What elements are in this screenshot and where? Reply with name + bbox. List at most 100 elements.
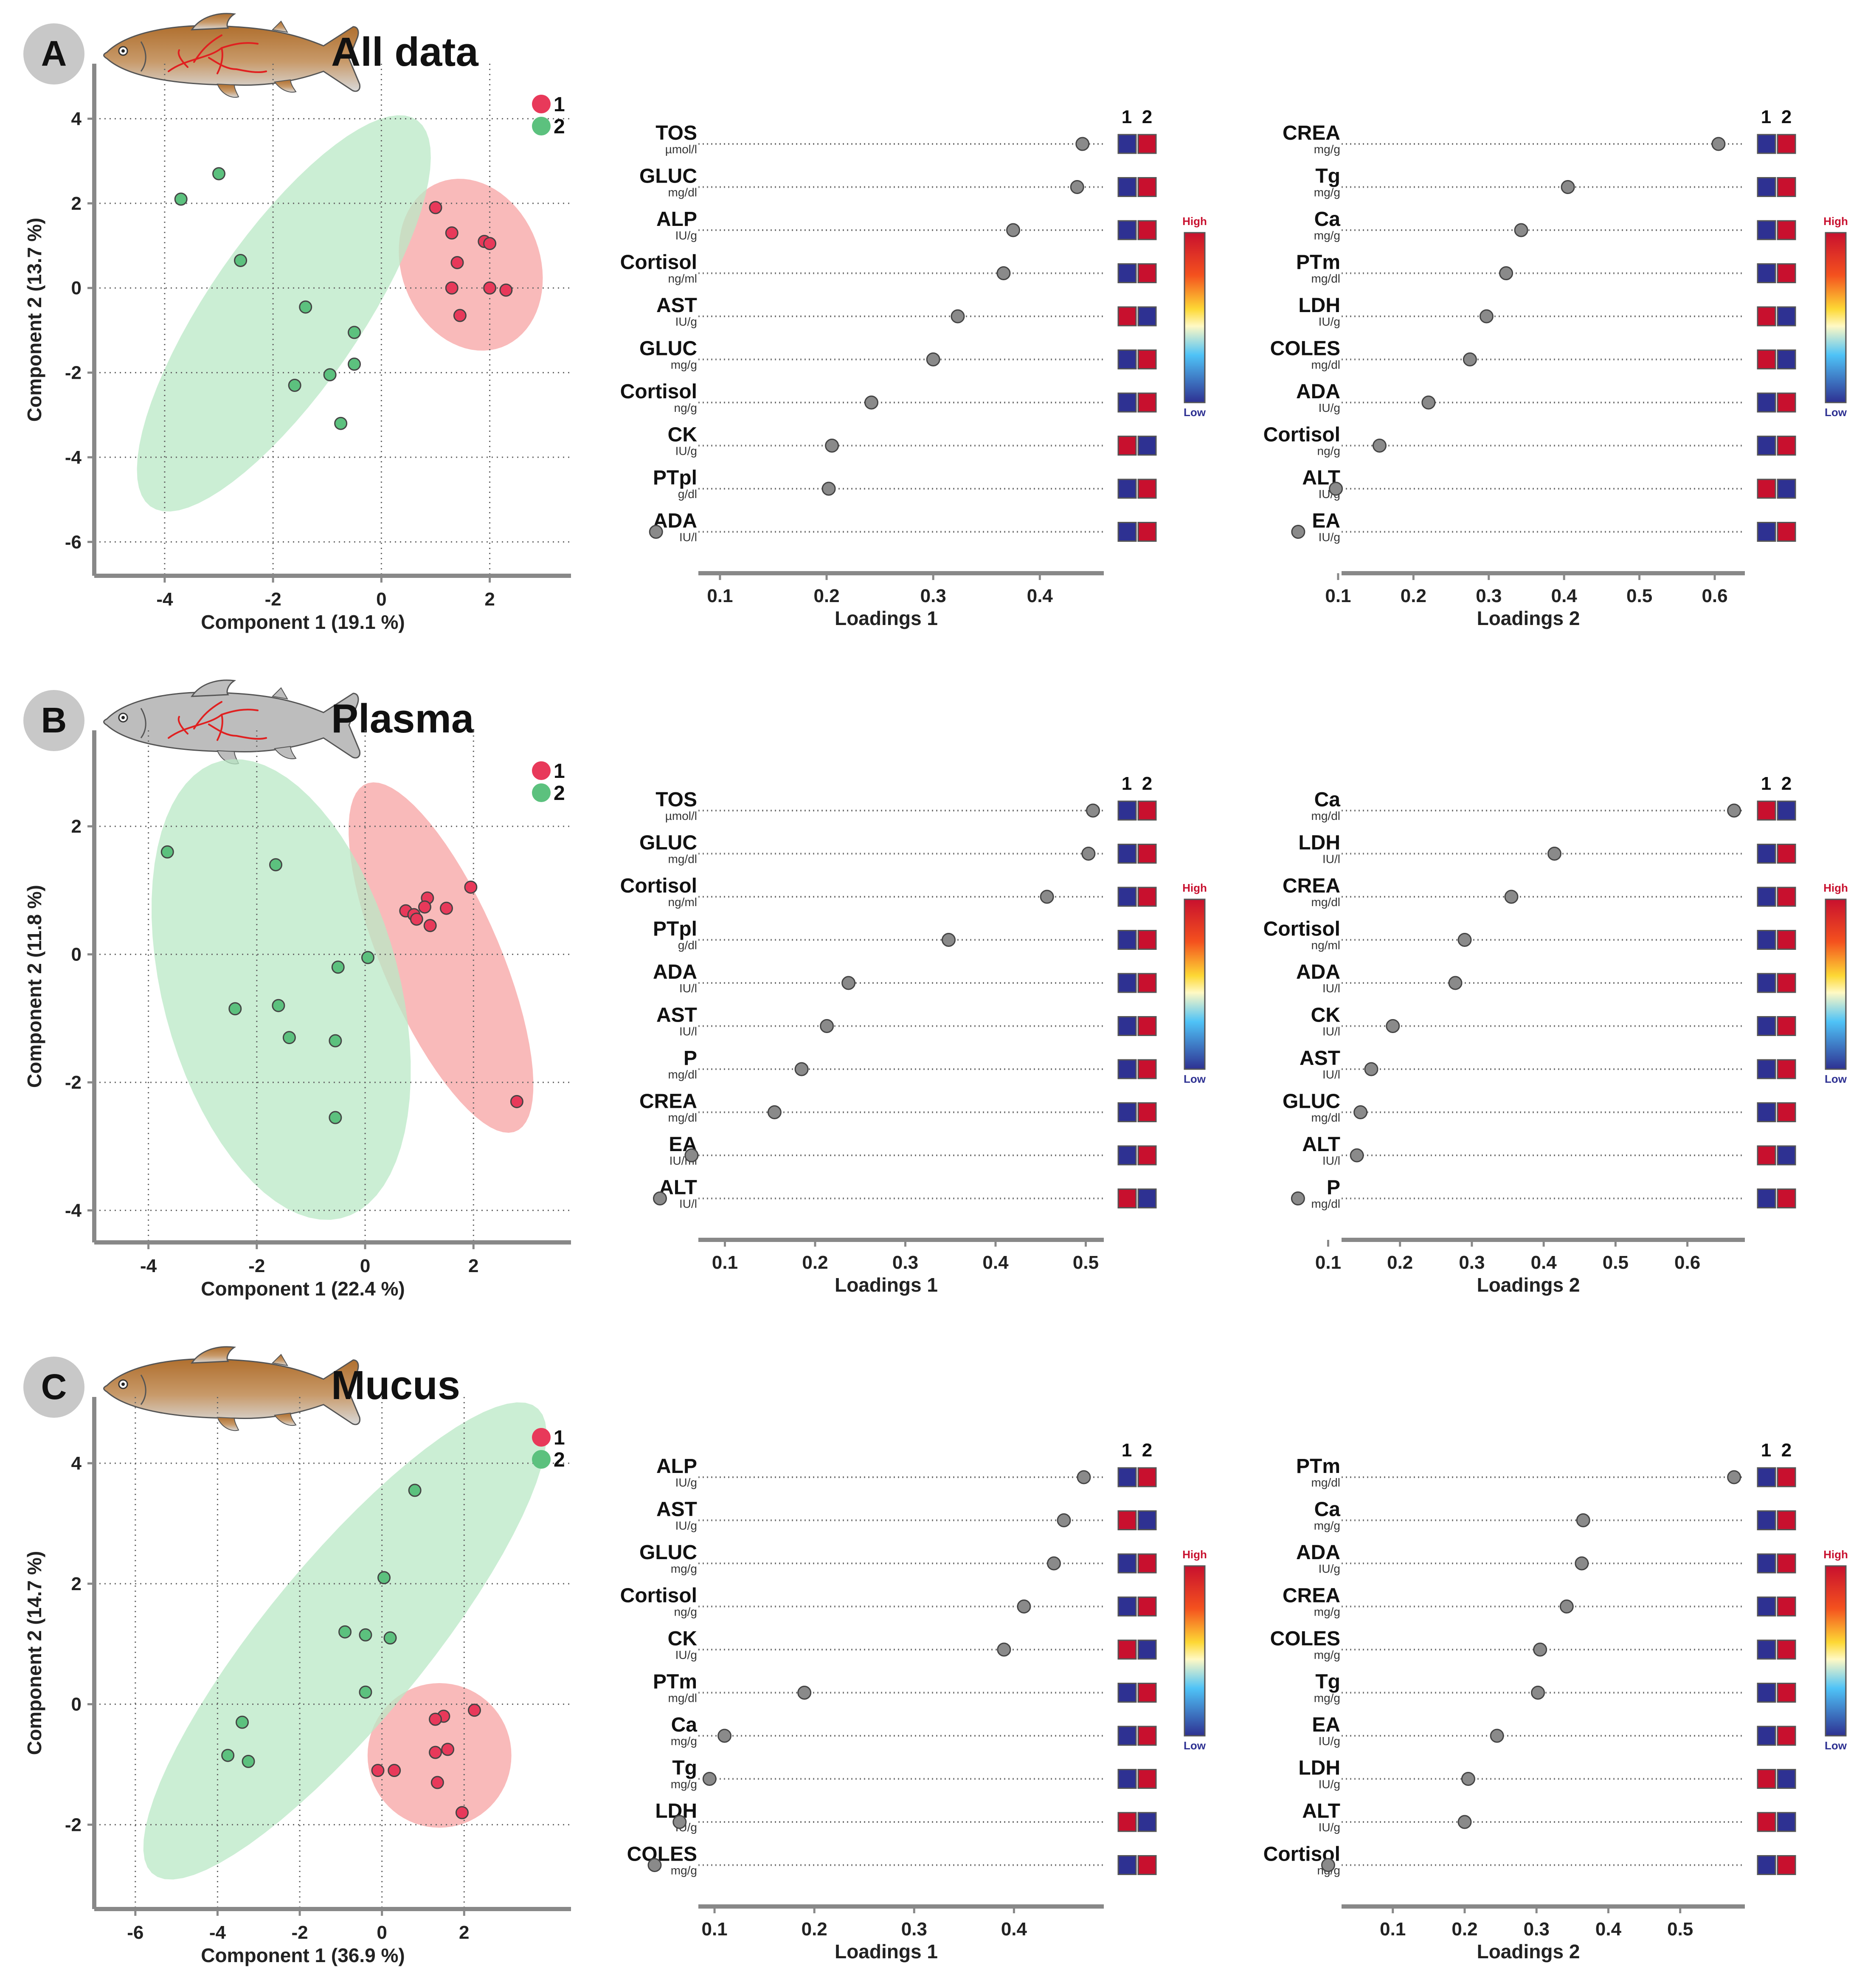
variable-unit: IU/l — [679, 1197, 697, 1211]
heatmap-cell-group-2 — [1777, 844, 1796, 864]
loading-point — [649, 525, 663, 539]
loading-point — [1547, 847, 1562, 861]
loading-point — [1321, 1858, 1335, 1872]
x-tick-label: 0.3 — [1459, 1252, 1485, 1273]
variable-unit: IU/g — [1319, 401, 1340, 414]
variable-name: AST — [1300, 1047, 1340, 1070]
heatmap-cell-group-2 — [1777, 220, 1796, 240]
heatmap-cell-group-2 — [1137, 263, 1157, 283]
heatmap-cell-group-2 — [1777, 349, 1796, 369]
gill-line — [140, 41, 146, 72]
data-point-group-1 — [455, 1806, 469, 1819]
x-tick-label: 0.3 — [1524, 1919, 1550, 1940]
loading-point — [1291, 525, 1305, 539]
heatmap-cell-group-2 — [1777, 1145, 1796, 1166]
variable-unit: mg/dl — [1311, 1476, 1340, 1489]
pelvic-fin — [217, 1416, 239, 1431]
loading-point — [1514, 223, 1528, 237]
heatmap-cell-group-1 — [1757, 306, 1776, 327]
heatmap-cell-group-1 — [1757, 1683, 1776, 1703]
variable-unit: mg/dl — [1311, 1197, 1340, 1211]
heatmap-cell-group-2 — [1777, 1102, 1796, 1122]
loadings-plot: 1 2TOSµmol/lGLUCmg/dlALPIU/gCortisolng/ml… — [620, 107, 1207, 629]
heatmap-cell-group-1 — [1117, 800, 1137, 821]
variable-unit: IU/g — [1319, 315, 1340, 328]
variable-unit: mg/dl — [668, 186, 697, 199]
heatmap-cell-group-1 — [1757, 263, 1776, 283]
heatmap-cell-group-2 — [1137, 973, 1157, 993]
heatmap-cell-group-2 — [1777, 930, 1796, 950]
loading-point — [1057, 1513, 1071, 1527]
loading-point — [1350, 1148, 1364, 1163]
heatmap-cell-group-2 — [1777, 887, 1796, 907]
data-point-group-2 — [221, 1749, 235, 1762]
x-axis-title: Loadings 1 — [835, 1940, 938, 1963]
variable-unit: mg/g — [671, 1864, 697, 1877]
x-tick-label: 0.5 — [1603, 1252, 1629, 1273]
variable-name: LDH — [1298, 1757, 1340, 1780]
variable-unit: mg/g — [1314, 1648, 1340, 1661]
heatmap-col-label-1: 1 — [1761, 1440, 1771, 1461]
loading-point — [1386, 1019, 1400, 1033]
x-tick-label: 0.2 — [802, 1252, 828, 1273]
variable-name: LDH — [1298, 294, 1340, 317]
x-tick-label: 0.2 — [802, 1919, 827, 1940]
legend-marker-group-1 — [532, 761, 551, 780]
loading-point — [767, 1105, 782, 1119]
heatmap-cell-group-1 — [1757, 1510, 1776, 1530]
heatmap-cell-group-1 — [1757, 522, 1776, 542]
anal-fin — [274, 746, 297, 759]
confidence-ellipse-group-2 — [152, 759, 411, 1220]
variable-name: EA — [1312, 1714, 1340, 1736]
scatter-plot: -4 -2 0 2 -4 -2 0 2 Component 1 (22.4 %) Componen… — [23, 730, 571, 1300]
variable-unit: IU/g — [1319, 1735, 1340, 1748]
heatmap-cell-group-2 — [1777, 1553, 1796, 1574]
data-point-group-2 — [323, 368, 337, 382]
loading-point — [1711, 137, 1726, 151]
heatmap-cell-group-2 — [1137, 1855, 1157, 1875]
heatmap-cell-group-1 — [1757, 1102, 1776, 1122]
variable-name: ALP — [656, 1455, 697, 1478]
variable-name: COLES — [1270, 1628, 1340, 1650]
loading-point — [864, 395, 879, 410]
loading-point — [1727, 803, 1741, 818]
x-tick-label: 0.2 — [1401, 586, 1426, 606]
fish-icon — [103, 13, 361, 98]
variable-unit: IU/l — [1322, 853, 1340, 866]
variable-unit: ng/ml — [668, 272, 697, 285]
variable-unit: IU/g — [675, 229, 697, 242]
heatmap-cell-group-1 — [1757, 392, 1776, 413]
loading-point — [672, 1815, 687, 1829]
y-axis-title: Component 2 (11.8 %) — [23, 885, 45, 1088]
data-point-group-1 — [423, 919, 437, 932]
colorbar-low-label: Low — [1825, 406, 1847, 419]
loading-point — [1533, 1642, 1547, 1657]
legend-label-group-1: 1 — [554, 760, 565, 783]
variable-unit: IU/g — [675, 1648, 697, 1661]
loading-point — [825, 439, 839, 453]
colorbar-high-label: High — [1823, 215, 1848, 228]
heatmap-cell-group-2 — [1777, 1510, 1796, 1530]
variable-name: GLUC — [1283, 1090, 1340, 1113]
x-tick-label: 0.6 — [1702, 586, 1727, 606]
x-tick-label: 0.4 — [1531, 1252, 1557, 1273]
y-tick-label: -4 — [65, 447, 82, 468]
y-tick-label: -2 — [65, 363, 82, 383]
variable-unit: mg/g — [1314, 186, 1340, 199]
x-tick-label: 0.5 — [1667, 1919, 1693, 1940]
adipose-fin — [271, 1354, 288, 1366]
legend-marker-group-1 — [532, 1428, 551, 1447]
loading-point — [997, 1642, 1011, 1657]
variable-unit: mg/g — [671, 1735, 697, 1748]
variable-unit: mg/dl — [668, 1068, 697, 1081]
x-tick-label: 0.5 — [1073, 1252, 1099, 1273]
heatmap-cell-group-1 — [1117, 1553, 1137, 1574]
variable-name: CK — [668, 424, 698, 446]
x-tick-label: -4 — [209, 1922, 226, 1943]
data-point-group-1 — [371, 1764, 385, 1777]
variable-name: Tg — [1315, 1671, 1340, 1693]
x-tick-label: 0.1 — [1380, 1919, 1406, 1940]
colorbar-high-label: High — [1182, 215, 1207, 228]
variable-name: P — [684, 1047, 697, 1070]
panel-title: Mucus — [331, 1363, 460, 1408]
